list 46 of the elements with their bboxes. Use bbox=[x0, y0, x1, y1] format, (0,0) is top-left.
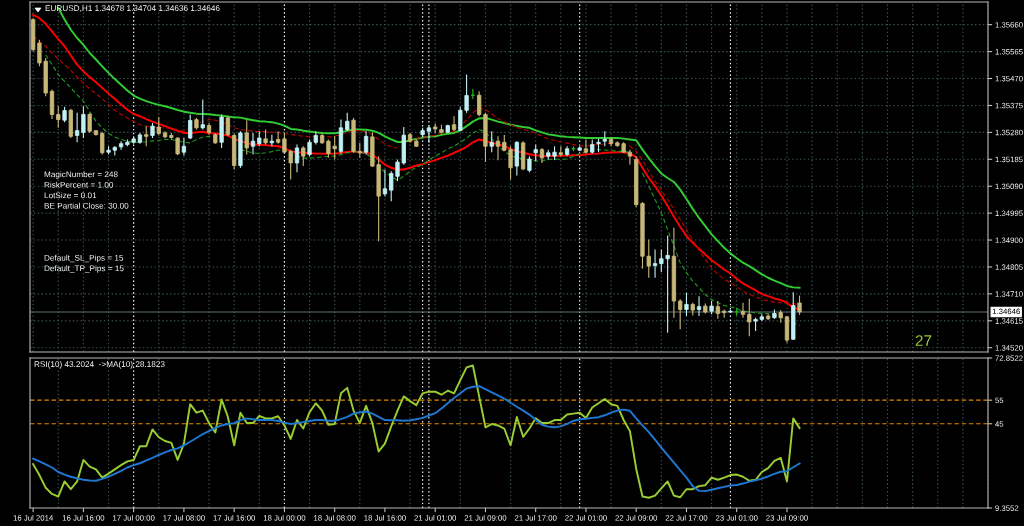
text: 27 bbox=[915, 335, 932, 346]
candlestick bbox=[181, 137, 187, 157]
candlestick bbox=[678, 298, 683, 330]
candlestick bbox=[451, 115, 457, 132]
candlestick bbox=[382, 168, 388, 197]
candlestick bbox=[294, 143, 300, 173]
candlestick bbox=[784, 315, 790, 344]
annotation: MagicNumber = 248 bbox=[44, 171, 118, 179]
annotation: LotSize = 0.01 bbox=[44, 192, 97, 199]
candlestick bbox=[74, 112, 80, 143]
line-series bbox=[32, 385, 801, 493]
annotation: Default_SL_Pips = 15 bbox=[44, 254, 124, 263]
chart-title: RSI(10) 43.2024 ->MA(10) 28.1823 bbox=[34, 361, 165, 369]
candlestick bbox=[696, 295, 702, 317]
candlestick bbox=[81, 105, 86, 139]
candlestick bbox=[338, 119, 344, 155]
candlestick bbox=[652, 248, 658, 279]
candlestick bbox=[188, 113, 193, 140]
annotation: RiskPercent = 1.00 bbox=[44, 181, 114, 188]
candlestick bbox=[250, 132, 256, 156]
candlestick bbox=[156, 116, 161, 137]
candlestick bbox=[514, 140, 519, 176]
candlestick bbox=[345, 112, 350, 132]
candlestick bbox=[244, 119, 249, 156]
candlestick bbox=[740, 302, 746, 319]
candlestick bbox=[87, 112, 92, 134]
candlestick bbox=[583, 138, 589, 155]
candlestick bbox=[715, 300, 721, 320]
candlestick bbox=[118, 140, 124, 151]
candlestick bbox=[269, 134, 274, 147]
candlestick bbox=[100, 131, 105, 156]
annotation: BE Partial Close: 30.00 bbox=[44, 202, 129, 209]
candlestick bbox=[747, 298, 752, 337]
annotation: Default_TP_Pips = 15 bbox=[44, 265, 124, 273]
candlestick bbox=[363, 130, 369, 156]
candlestick bbox=[144, 125, 149, 147]
candlestick bbox=[489, 130, 494, 153]
candlestick bbox=[200, 98, 205, 131]
candlestick bbox=[797, 295, 802, 316]
candlestick bbox=[56, 105, 61, 129]
candlestick bbox=[684, 292, 689, 317]
candlestick bbox=[225, 115, 231, 137]
candlestick bbox=[627, 149, 633, 166]
candlestick bbox=[49, 89, 55, 120]
candlestick bbox=[301, 145, 306, 167]
candlestick bbox=[495, 135, 501, 161]
